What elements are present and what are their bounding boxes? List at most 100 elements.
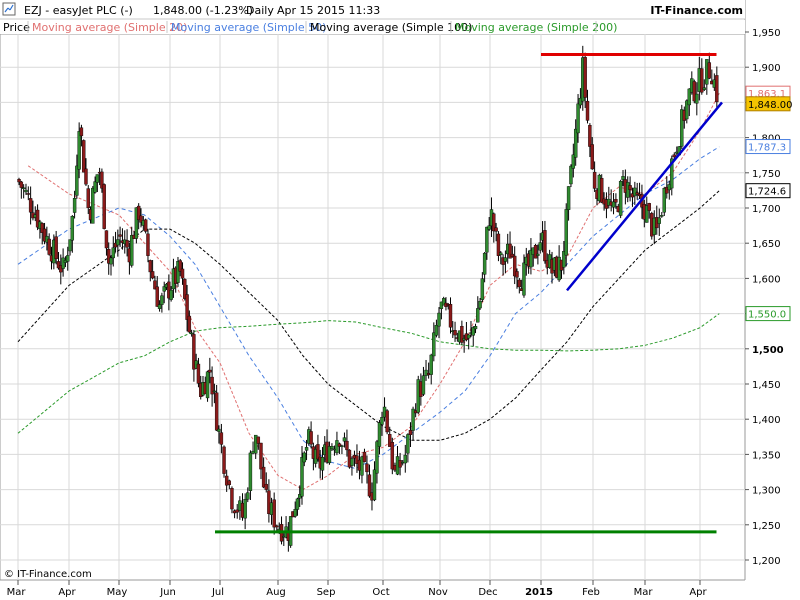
candle-body — [715, 75, 719, 103]
legend-item[interactable]: Moving average (Simple 200) — [455, 21, 617, 34]
candle-body — [388, 434, 392, 447]
candle-body — [672, 154, 676, 158]
candle-body — [246, 492, 250, 500]
candle-body — [219, 432, 224, 445]
x-tick-label: Feb — [582, 587, 600, 598]
header-period: Daily — [246, 4, 274, 17]
candle-body — [543, 230, 547, 262]
value-label-text: 1,724.6 — [748, 187, 786, 198]
value-label-text: 1,550.0 — [748, 310, 786, 321]
candle-body — [665, 186, 669, 194]
candle-body — [187, 315, 192, 333]
candle-body — [621, 176, 625, 180]
x-axis-ticks: Mar Apr May Jun Jul Aug Sep Oct Nov Dec 2015 Feb Mar… — [7, 580, 708, 598]
candle-body — [367, 474, 372, 497]
candle-body — [259, 442, 263, 470]
candle-body — [562, 251, 566, 268]
candle-body — [107, 249, 111, 264]
candle-body — [309, 431, 313, 445]
candle-body — [460, 326, 464, 343]
candle-body — [510, 253, 515, 257]
y-tick-label: 1,700 — [752, 204, 781, 215]
candle-body — [104, 230, 109, 249]
value-label-text: 1,787.3 — [748, 143, 786, 154]
y-tick-label: 1,350 — [752, 450, 781, 461]
y-tick-label: 1,450 — [752, 380, 781, 391]
candle-body — [84, 168, 88, 185]
candle-body — [185, 294, 189, 320]
candle-body — [253, 434, 258, 454]
candle-body — [635, 192, 639, 195]
header-symbol: EZJ - easyJet PLC (-) — [24, 4, 133, 17]
candle-body — [134, 207, 139, 239]
candle-body — [93, 181, 97, 193]
candle-body — [183, 279, 187, 299]
candle-body — [533, 245, 538, 259]
candle-body — [406, 434, 410, 454]
candle-body — [385, 410, 389, 433]
legend-item[interactable]: Price — [3, 21, 30, 34]
candle-body — [66, 255, 70, 262]
x-tick-label: Apr — [689, 587, 707, 598]
chart-menu-icon[interactable] — [2, 2, 16, 16]
candle-body — [54, 236, 58, 260]
candle-body — [685, 100, 689, 120]
candle-body — [380, 417, 384, 425]
candle-body — [72, 198, 77, 213]
candle-body — [628, 185, 632, 190]
value-label: 1,787.3 — [745, 139, 791, 155]
candle-body — [180, 268, 185, 279]
candle-body — [564, 209, 568, 256]
candle-body — [243, 498, 247, 519]
candle-body — [611, 201, 616, 208]
candle-body — [590, 144, 594, 170]
candle-body — [304, 447, 309, 451]
candle-body — [267, 490, 271, 515]
candle-body — [473, 326, 478, 330]
candle-body — [79, 127, 84, 137]
candle-body — [645, 205, 649, 223]
candle-body — [320, 457, 325, 471]
candle-body — [261, 466, 266, 488]
candle-body — [494, 227, 498, 232]
candle-body — [522, 262, 526, 296]
candle-body — [256, 436, 261, 444]
header-quote: 1,848.00 (-1.23%) — [153, 4, 253, 17]
legend-item[interactable]: Moving average (Simple 100) — [310, 21, 472, 34]
x-tick-label: May — [107, 587, 128, 598]
candle-body — [517, 279, 522, 288]
y-tick-label: 1,400 — [752, 415, 781, 426]
header-bar — [0, 0, 745, 19]
candle-body — [588, 125, 592, 147]
value-label-text: 1,863.1 — [748, 89, 786, 100]
candle-body — [441, 298, 446, 306]
candle-body — [583, 57, 587, 98]
candle-body — [429, 354, 433, 375]
candle-body — [136, 205, 141, 221]
candle-body — [68, 239, 72, 252]
legend-item[interactable]: Moving average (Simple 20) — [32, 21, 187, 34]
candle-body — [618, 180, 623, 216]
y-tick-label: 1,900 — [752, 63, 781, 74]
value-label: 1,550.0 — [745, 306, 791, 322]
candle-body — [499, 252, 503, 255]
candle-body — [40, 223, 44, 233]
candle-body — [192, 334, 196, 370]
annotations — [215, 53, 723, 534]
candle-body — [398, 460, 402, 468]
candle-body — [86, 188, 90, 209]
candle-body — [227, 480, 232, 485]
y-tick-label: 1,250 — [752, 521, 781, 532]
candle-body — [130, 235, 134, 266]
candle-body — [390, 442, 395, 470]
legend-item[interactable]: Moving average (Simple 50) — [171, 21, 326, 34]
x-tick-label: Jun — [159, 587, 176, 598]
candle-body — [155, 286, 159, 307]
candle-body — [471, 327, 475, 336]
candle-body — [217, 428, 221, 432]
candle-body — [302, 452, 306, 463]
candle-body — [437, 312, 441, 327]
candle-body — [150, 271, 155, 279]
candle-body — [345, 440, 349, 451]
candle-body — [647, 203, 651, 211]
